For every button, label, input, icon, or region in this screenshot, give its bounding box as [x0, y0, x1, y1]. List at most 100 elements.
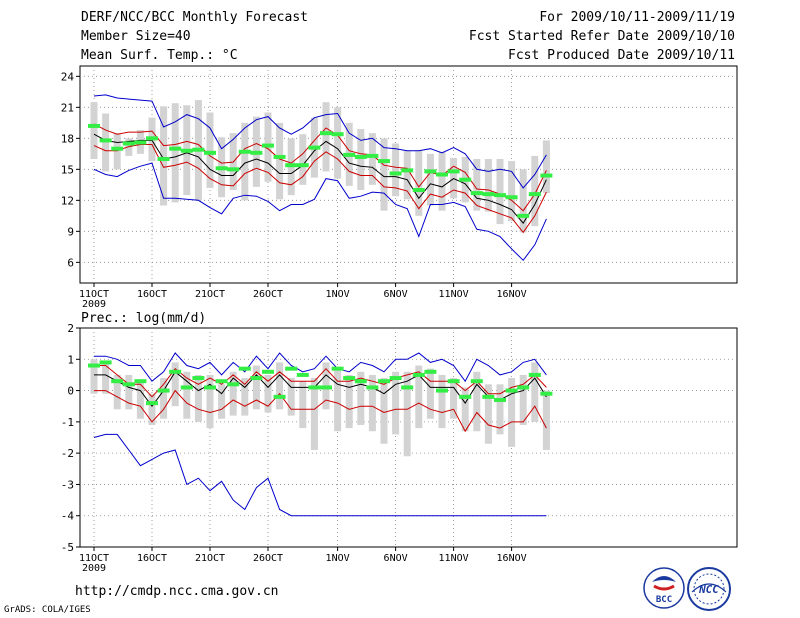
grads-credit: GrADS: COLA/IGES: [4, 605, 91, 615]
temp-xtick-label: 16OCT: [137, 289, 167, 300]
temp-observed-marker: [470, 191, 483, 196]
temp-ytick-label: 9: [67, 225, 74, 238]
prec-range-box: [438, 374, 446, 429]
temp-observed-marker: [528, 192, 541, 197]
temp-ytick-label: 12: [61, 194, 74, 207]
precipitation-plot-area: -5 -4 -3 -2 -1 0 1 2 11OCT 16OCT 21OCT 26OCT 1NOV 6NO…: [61, 322, 738, 574]
prec-observed-marker: [238, 366, 251, 371]
temp-series-max: [93, 94, 547, 189]
prec-range-box: [380, 378, 388, 444]
temp-year-label: 2009: [82, 299, 106, 310]
temp-observed-marker: [262, 143, 274, 148]
temp-observed-marker: [412, 188, 425, 192]
prec-observed-marker: [134, 379, 147, 384]
prec-observed-marker: [204, 385, 216, 390]
prec-range-box: [276, 362, 284, 410]
prec-range-box: [299, 381, 307, 429]
temp-observed-marker: [343, 152, 356, 157]
temp-observed-marker: [389, 171, 402, 176]
prec-range-box: [241, 378, 249, 416]
temp-observed-marker: [482, 192, 495, 197]
temp-range-box: [322, 102, 330, 172]
temp-range-box: [206, 112, 214, 188]
temp-range-box: [334, 107, 342, 179]
temp-ytick-label: 24: [61, 70, 75, 83]
prec-range-box: [357, 371, 365, 425]
source-url[interactable]: http://cmdp.ncc.cma.gov.cn: [75, 584, 279, 599]
temp-observed-marker: [517, 213, 530, 218]
prec-observed-marker: [273, 394, 286, 399]
temp-observed-marker: [88, 123, 100, 128]
prec-range-box: [171, 362, 179, 407]
prec-observed-marker: [366, 385, 379, 390]
temp-range-box: [241, 122, 249, 201]
temp-xtick-label: 1NOV: [326, 289, 350, 300]
prec-observed-marker: [343, 376, 356, 381]
precip-variable-label: Prec.: log(mm/d): [81, 311, 207, 326]
prec-observed-marker: [99, 360, 112, 365]
prec-range-box: [450, 378, 458, 419]
prec-ytick-label: -1: [61, 416, 74, 429]
prec-series-lower: [94, 389, 547, 433]
ncc-logo-globe-icon: [691, 583, 727, 593]
temp-frame: [79, 65, 738, 284]
prec-ytick-label: -4: [61, 510, 75, 523]
prec-range-box: [229, 371, 237, 416]
prec-ytick-label: 1: [67, 353, 74, 366]
prec-range-box: [90, 359, 98, 394]
prec-frame: [79, 327, 738, 548]
prec-observed-marker: [215, 379, 228, 384]
prec-range-box: [148, 393, 156, 425]
prec-range-box: [519, 374, 527, 425]
prec-observed-marker: [285, 366, 298, 371]
prec-ytick-label: -3: [61, 478, 74, 491]
temp-observed-marker: [285, 163, 298, 168]
prec-observed-marker: [447, 379, 460, 384]
prec-ytick-label: 2: [67, 322, 74, 335]
temp-observed-marker: [424, 169, 437, 174]
prec-observed-marker: [169, 369, 182, 374]
bcc-logo-swoosh-icon: [653, 584, 675, 591]
prec-xtick-label: 21OCT: [195, 553, 225, 564]
temp-range-box: [171, 103, 179, 203]
prec-observed-marker: [192, 376, 205, 381]
prec-range-box: [484, 384, 492, 444]
prec-xtick-label: 16OCT: [137, 553, 167, 564]
temp-observed-marker: [180, 148, 193, 153]
temp-observed-marker: [204, 150, 216, 155]
prec-observed-marker: [354, 379, 367, 384]
temp-xtick-label: 11OCT: [79, 289, 109, 300]
prec-xtick-label: 26OCT: [253, 553, 283, 564]
temp-range-box: [102, 113, 110, 172]
temp-observed-marker: [227, 167, 240, 172]
prec-observed-marker: [401, 385, 414, 390]
temp-observed-marker: [146, 136, 158, 141]
prec-ytick-label: 0: [67, 385, 74, 398]
temp-observed-marker: [157, 157, 170, 161]
temp-xtick-label: 6NOV: [384, 289, 408, 300]
temp-ytick-label: 6: [67, 256, 74, 269]
temp-range-box: [519, 169, 527, 233]
prec-year-label: 2009: [82, 563, 106, 574]
fcst-started-date: Fcst Started Refer Date 2009/10/10: [468, 29, 735, 44]
temp-observed-marker: [111, 146, 124, 151]
prec-xtick-label: 6NOV: [384, 553, 408, 564]
temp-observed-marker: [238, 149, 251, 154]
temp-series-min: [93, 162, 547, 262]
temp-range-box: [113, 133, 121, 170]
prec-observed-marker: [262, 369, 274, 374]
prec-observed-marker: [146, 401, 158, 406]
prec-series-min: [93, 433, 547, 517]
temp-series-lower: [93, 144, 547, 234]
prec-range-box: [403, 371, 411, 457]
temp-xtick-label: 16NOV: [497, 289, 527, 300]
temp-range-box: [299, 134, 307, 185]
ncc-logo: NCC: [687, 567, 731, 611]
prec-range-box: [287, 378, 295, 416]
temp-xtick-label: 11NOV: [439, 289, 469, 300]
temp-range-box: [438, 151, 446, 211]
temp-observed-marker: [331, 132, 344, 137]
temp-range-box: [496, 159, 504, 225]
